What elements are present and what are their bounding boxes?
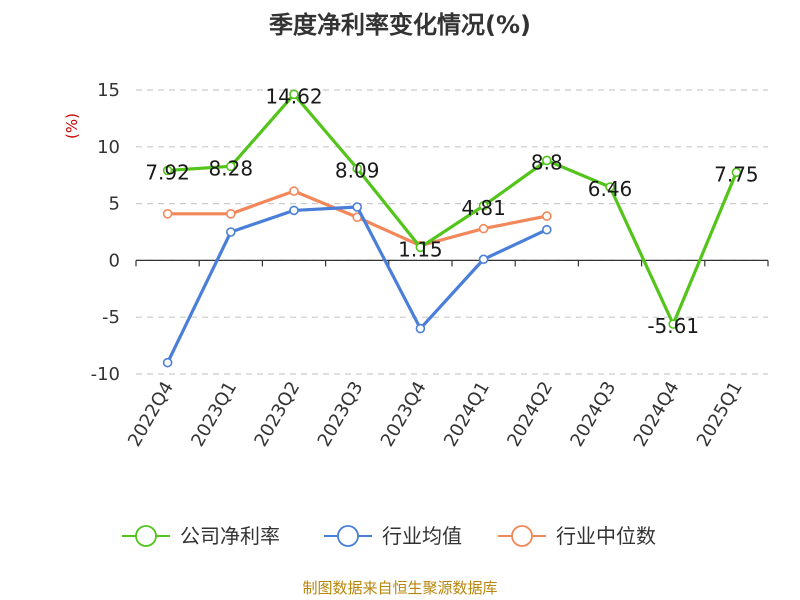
data-label: 8.8: [531, 150, 563, 174]
legend-item-industry_median: 行业中位数: [498, 524, 656, 548]
y-tick-label: 10: [97, 137, 120, 158]
data-point: [605, 182, 615, 192]
data-labels: 7.92 8.28 14.62 8.09 1.15 4.81 8.8 6.46 -5.61 7.7…: [145, 84, 758, 338]
data-label: 6.46: [588, 177, 633, 201]
data-point: [226, 161, 236, 172]
data-label: 8.28: [209, 156, 254, 180]
data-point: [668, 319, 679, 329]
x-tick-label: 2024Q1: [440, 378, 494, 450]
legend-item-industry_avg: 行业均值: [324, 524, 462, 548]
x-tick-label: 2023Q1: [187, 378, 241, 450]
y-tick-label: 0: [109, 250, 120, 271]
data-label: 7.75: [714, 162, 759, 186]
data-point: [162, 357, 173, 368]
y-tick-label: -10: [91, 364, 120, 385]
x-tick-label: 2023Q4: [377, 378, 431, 450]
data-point: [541, 224, 552, 235]
data-point: [415, 323, 426, 334]
y-tick-label: 5: [109, 194, 120, 215]
series-industry_median: [162, 186, 552, 251]
x-tick-label: 2022Q4: [124, 378, 178, 450]
data-point: [289, 205, 299, 216]
legend-item-company: 公司净利率: [122, 524, 280, 548]
data-label: 1.15: [398, 237, 443, 261]
data-point: [162, 209, 173, 219]
legend: 公司净利率 行业均值 行业中位数: [122, 524, 656, 548]
legend-label: 行业中位数: [556, 524, 656, 548]
x-tick-label: 2023Q2: [250, 378, 304, 450]
data-point: [478, 223, 489, 234]
series-line: [167, 92, 738, 326]
series-company: [162, 89, 742, 329]
data-point: [478, 200, 489, 211]
data-point: [415, 242, 426, 253]
series-industry_avg: [162, 202, 552, 368]
legend-marker: [135, 525, 157, 547]
chart-title: 季度净利率变化情况(%): [269, 11, 531, 39]
x-tick-label: 2024Q2: [503, 378, 557, 450]
y-tick-label: 15: [97, 80, 120, 101]
legend-marker: [337, 525, 359, 547]
legend-label: 行业均值: [382, 524, 462, 548]
data-point: [478, 254, 489, 265]
x-tick-label: 2024Q4: [630, 378, 684, 450]
data-point: [289, 89, 299, 100]
y-tick-label: -5: [102, 307, 120, 328]
data-point: [731, 167, 742, 178]
x-tick-label: 2024Q3: [566, 378, 620, 450]
data-label: -5.61: [647, 314, 699, 338]
legend-label: 公司净利率: [180, 524, 280, 548]
data-point: [162, 165, 173, 176]
data-point: [352, 202, 363, 212]
data-label: 4.81: [461, 196, 506, 220]
data-label: 7.92: [145, 160, 190, 184]
data-point: [226, 227, 236, 237]
data-label: 14.62: [265, 84, 322, 108]
x-tick-label: 2025Q1: [693, 378, 747, 450]
legend-marker: [511, 525, 533, 547]
y-axis-label: (%): [63, 113, 81, 139]
data-point: [352, 163, 363, 174]
source-note: 制图数据来自恒生聚源数据库: [302, 579, 497, 597]
data-point: [289, 186, 299, 196]
series: [162, 89, 742, 368]
data-label: 8.09: [335, 158, 380, 182]
series-line: [166, 205, 548, 364]
x-tick-label: 2023Q3: [314, 378, 368, 450]
data-point: [226, 209, 236, 219]
data-point: [541, 211, 552, 221]
data-point: [541, 155, 552, 166]
